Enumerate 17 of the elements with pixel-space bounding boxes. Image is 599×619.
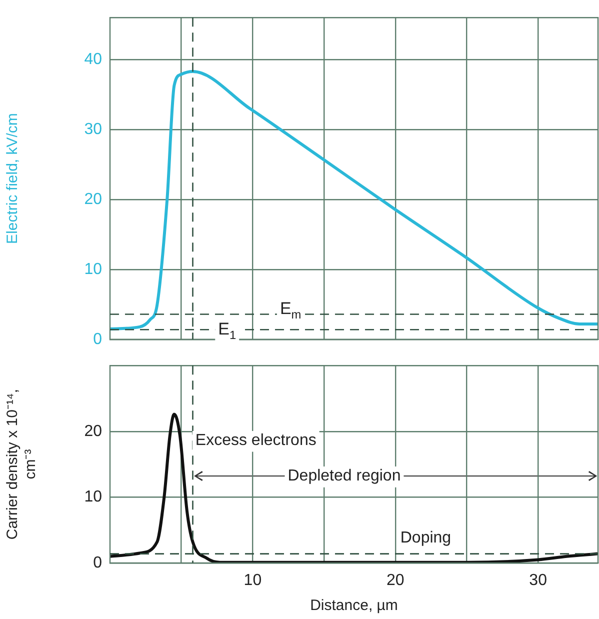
y-tick-label: 0 — [93, 330, 102, 348]
x-tick-label: 10 — [244, 572, 262, 590]
annotation: Doping — [400, 530, 452, 547]
x-axis-title: Distance, µm — [310, 597, 398, 614]
y-tick-label: 10 — [84, 260, 102, 278]
y-axis-title: Carrier density x 10⁻¹⁴, cm⁻³ — [4, 388, 40, 540]
y-tick-label: 0 — [93, 554, 102, 572]
y-tick-label: 20 — [84, 422, 102, 440]
annotation: Excess electrons — [195, 432, 316, 450]
y-tick-label: 10 — [84, 488, 102, 506]
x-tick-label: 30 — [529, 572, 548, 590]
y-tick-label: 20 — [84, 190, 102, 208]
y-tick-label: 30 — [84, 120, 102, 138]
annotation: Depleted region — [288, 468, 401, 485]
y-tick-label: 40 — [84, 50, 102, 68]
x-tick-label: 20 — [386, 572, 404, 590]
y-axis-title: Electric field, kV/cm — [4, 113, 22, 244]
